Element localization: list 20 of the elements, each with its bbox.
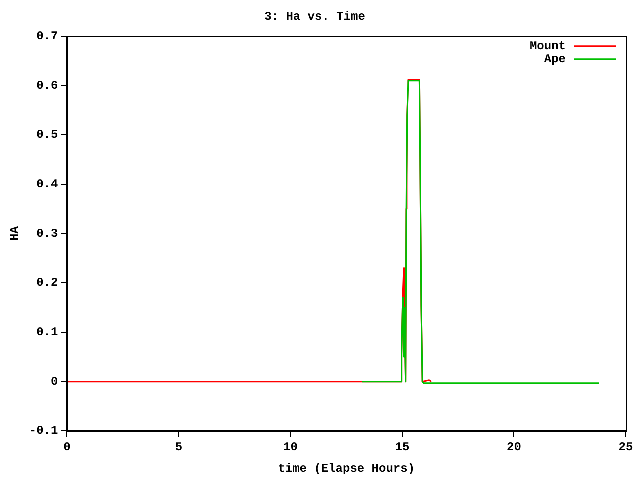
x-tick-label: 0 — [64, 440, 71, 454]
y-tick-label: 0.6 — [36, 78, 58, 93]
legend-label: Mount — [530, 39, 566, 54]
x-axis-title: time (Elapse Hours) — [278, 462, 416, 476]
y-axis-title: HA — [8, 226, 22, 242]
y-tick-label: 0.2 — [36, 276, 58, 290]
chart-title: 3: Ha vs. Time — [264, 10, 366, 24]
y-tick-label: -0.1 — [29, 424, 58, 438]
y-tick-label: 0 — [51, 374, 58, 389]
x-tick-label: 5 — [175, 440, 183, 454]
y-tick-label: 0.1 — [36, 326, 58, 340]
x-tick-label: 10 — [284, 440, 298, 454]
x-tick-label: 20 — [507, 440, 522, 454]
legend-label: Ape — [544, 52, 566, 66]
x-tick-label: 25 — [618, 440, 634, 454]
x-tick-label: 15 — [395, 440, 410, 454]
y-tick-label: 0.5 — [36, 128, 58, 142]
y-tick-label: 0.4 — [36, 177, 58, 192]
y-tick-label: 0.3 — [36, 226, 58, 241]
y-tick-label: 0.7 — [36, 29, 58, 44]
